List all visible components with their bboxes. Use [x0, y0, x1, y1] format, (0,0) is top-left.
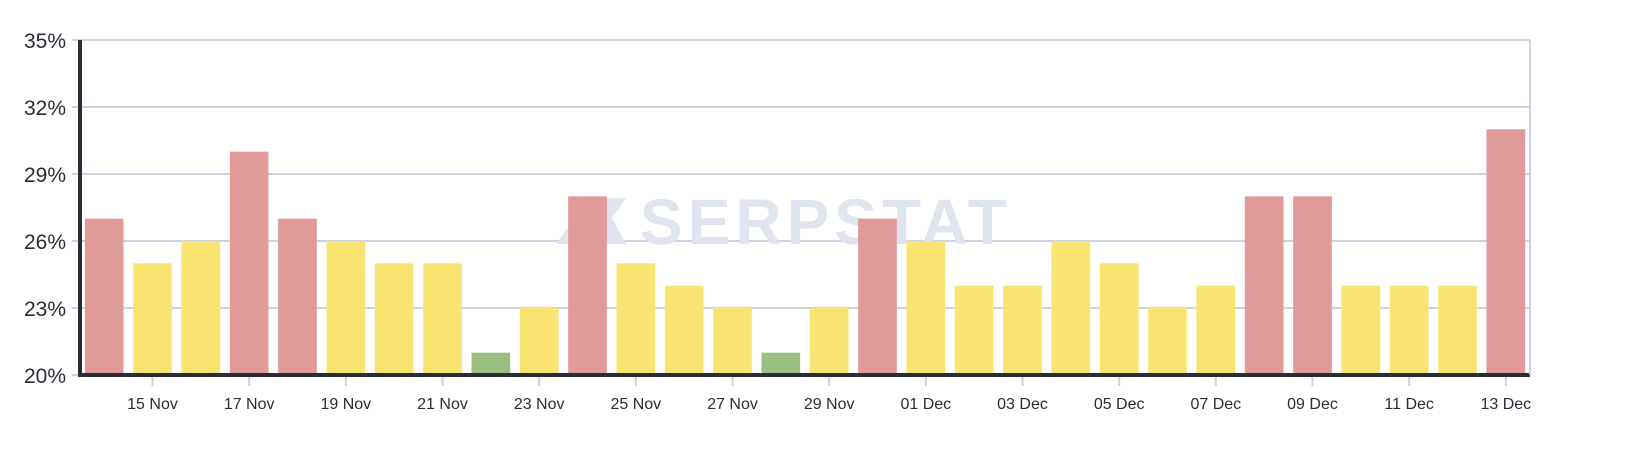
- bar-03-dec[interactable]: [1003, 285, 1042, 375]
- bar-21-nov[interactable]: [423, 263, 462, 375]
- bar-28-nov[interactable]: [761, 352, 801, 375]
- x-tick-label: 03 Dec: [997, 396, 1048, 413]
- x-axis: 15 Nov 17 Nov 19 Nov 21 Nov 23 Nov 25 Nov 27 N…: [127, 377, 1531, 413]
- bars: [84, 129, 1526, 375]
- x-tick-label: 15 Nov: [127, 396, 178, 413]
- serpstat-watermark: SERPSTAT: [640, 186, 1012, 258]
- bar-25-nov[interactable]: [616, 263, 656, 375]
- bar-26-nov[interactable]: [664, 285, 704, 375]
- bar-17-nov[interactable]: [229, 151, 269, 375]
- x-tick-label: 19 Nov: [320, 396, 371, 413]
- bar-23-nov[interactable]: [519, 308, 559, 375]
- y-tick-label: 26%: [24, 231, 66, 254]
- x-tick-label: 23 Nov: [514, 396, 565, 413]
- bar-22-nov[interactable]: [471, 352, 511, 375]
- x-tick-label: 27 Nov: [707, 396, 758, 413]
- bar-16-nov[interactable]: [181, 241, 221, 375]
- x-tick-label: 25 Nov: [610, 396, 661, 413]
- bar-13-dec[interactable]: [1486, 129, 1526, 375]
- x-tick-label: 05 Dec: [1094, 396, 1145, 413]
- bar-11-dec[interactable]: [1389, 285, 1429, 375]
- bar-30-nov[interactable]: [858, 218, 897, 375]
- x-tick-label: 21 Nov: [417, 396, 468, 413]
- y-tick-label: 29%: [24, 164, 66, 187]
- bar-09-dec[interactable]: [1293, 196, 1332, 375]
- bar-08-dec[interactable]: [1244, 196, 1284, 375]
- bar-05-dec[interactable]: [1099, 263, 1139, 375]
- y-tick-label: 20%: [24, 365, 66, 388]
- x-tick-label: 17 Nov: [224, 396, 275, 413]
- bar-14-nov[interactable]: [84, 218, 124, 375]
- y-axis: 20% 23% 26% 29% 32% 35%: [24, 30, 66, 388]
- x-tick-label: 13 Dec: [1480, 396, 1531, 413]
- x-tick-label: 11 Dec: [1384, 396, 1434, 413]
- x-tick-label: 07 Dec: [1190, 396, 1241, 413]
- x-tick-label: 29 Nov: [804, 396, 855, 413]
- bar-20-nov[interactable]: [374, 263, 414, 375]
- bar-29-nov[interactable]: [809, 308, 849, 375]
- bar-24-nov[interactable]: [568, 196, 607, 375]
- bar-15-nov[interactable]: [133, 263, 172, 375]
- y-tick-label: 35%: [24, 30, 66, 53]
- x-tick-label: 09 Dec: [1287, 396, 1338, 413]
- bar-18-nov[interactable]: [278, 218, 317, 375]
- bar-19-nov[interactable]: [326, 241, 366, 375]
- y-tick-label: 23%: [24, 298, 66, 321]
- x-tick-label: 01 Dec: [900, 396, 951, 413]
- bar-01-dec[interactable]: [906, 241, 946, 375]
- bar-27-nov[interactable]: [713, 308, 752, 375]
- bar-04-dec[interactable]: [1051, 241, 1091, 375]
- y-tick-label: 32%: [24, 97, 66, 120]
- bar-10-dec[interactable]: [1341, 285, 1381, 375]
- bar-02-dec[interactable]: [954, 285, 994, 375]
- bar-12-dec[interactable]: [1438, 285, 1477, 375]
- bar-06-dec[interactable]: [1148, 308, 1187, 375]
- bar-07-dec[interactable]: [1196, 285, 1236, 375]
